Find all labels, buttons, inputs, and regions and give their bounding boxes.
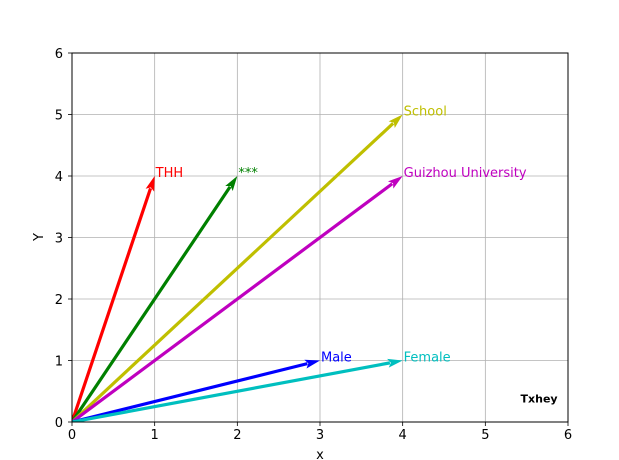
vector-label-vector-2: *** [238, 166, 258, 181]
vector-head-thh [145, 176, 155, 192]
y-tick-label-4: 4 [55, 170, 63, 185]
vector-guizhou-university [72, 176, 403, 422]
y-tick-label-0: 0 [55, 416, 63, 431]
vector-head-male [304, 359, 320, 369]
x-tick-label-4: 4 [399, 428, 407, 443]
x-tick-label-2: 2 [233, 428, 241, 443]
y-tick-label-3: 3 [55, 232, 63, 247]
y-tick-label-6: 6 [55, 47, 63, 62]
x-tick-label-0: 0 [68, 428, 76, 443]
y-tick-label-1: 1 [55, 355, 63, 370]
y-axis-label: Y [32, 233, 47, 242]
vector-shaft-vector-2 [72, 185, 232, 422]
vector-head-school [388, 114, 403, 129]
vector-male [72, 359, 320, 422]
vector-school [72, 114, 403, 422]
vector-shaft-school [72, 122, 395, 422]
vector-label-school: School [404, 105, 447, 120]
vector-head-guizhou-university [387, 176, 403, 189]
vector-shaft-female [72, 361, 391, 422]
x-tick-label-1: 1 [151, 428, 159, 443]
y-tick-label-2: 2 [55, 293, 63, 308]
axis-ticks: 0 1 2 3 4 5 6 0 1 2 3 4 5 6 [55, 47, 572, 443]
vector-shaft-thh [72, 187, 153, 422]
watermark-text: Txhey [521, 393, 558, 406]
y-tick-label-5: 5 [55, 109, 63, 124]
vector-label-male: Male [321, 351, 352, 366]
vector-female [72, 358, 403, 422]
vector-shaft-male [72, 362, 308, 422]
vector-shaft-guizhou-university [72, 182, 394, 422]
x-tick-label-3: 3 [316, 428, 324, 443]
vector-label-thh: THH [155, 166, 184, 181]
vector-head-vector-2 [225, 176, 238, 191]
x-axis-label: x [316, 448, 324, 460]
vector-label-female: Female [404, 351, 451, 366]
x-tick-label-5: 5 [481, 428, 489, 443]
x-tick-label-6: 6 [564, 428, 572, 443]
vectors [72, 114, 403, 422]
vector-vector-2 [72, 176, 238, 422]
vector-head-female [387, 358, 403, 368]
vector-labels: THH *** School Guizhou University Male Female [155, 105, 527, 366]
vector-thh [72, 176, 155, 422]
vector-label-guizhou-university: Guizhou University [404, 166, 527, 181]
